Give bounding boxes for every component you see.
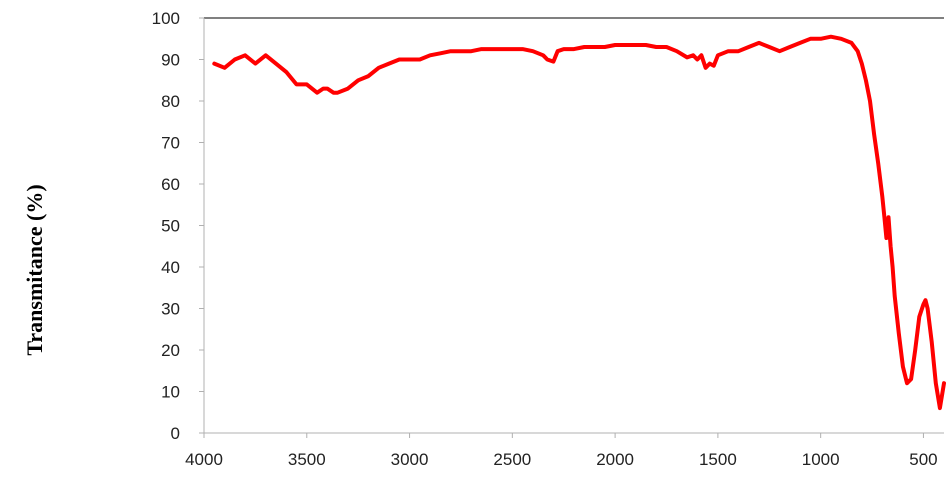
- x-tick-label: 4000: [185, 450, 223, 469]
- x-tick-label: 1000: [802, 450, 840, 469]
- y-tick-label: 0: [171, 424, 180, 443]
- y-axis-label: Transmitance (%): [22, 184, 47, 355]
- y-axis-ticks: 0 10 20 30 40 50 60 70 80 90 100: [152, 9, 204, 443]
- series-layer: [212, 34, 946, 411]
- y-tick-label: 30: [161, 300, 180, 319]
- y-tick-label: 80: [161, 92, 180, 111]
- x-tick-label: 2500: [493, 450, 531, 469]
- y-tick-label: 40: [161, 258, 180, 277]
- y-tick-label: 10: [161, 383, 180, 402]
- x-tick-label: 500: [909, 450, 937, 469]
- x-tick-label: 2000: [596, 450, 634, 469]
- x-tick-label: 3000: [391, 450, 429, 469]
- x-tick-label: 3500: [288, 450, 326, 469]
- y-tick-label: 50: [161, 217, 180, 236]
- y-tick-label: 90: [161, 51, 180, 70]
- y-tick-label: 70: [161, 134, 180, 153]
- y-tick-label: 60: [161, 175, 180, 194]
- x-axis-ticks: 4000 3500 3000 2500 2000 1500 1000 500: [185, 433, 938, 469]
- y-tick-label: 100: [152, 9, 180, 28]
- transmittance-series-line: [212, 34, 946, 411]
- x-tick-label: 1500: [699, 450, 737, 469]
- y-tick-label: 20: [161, 341, 180, 360]
